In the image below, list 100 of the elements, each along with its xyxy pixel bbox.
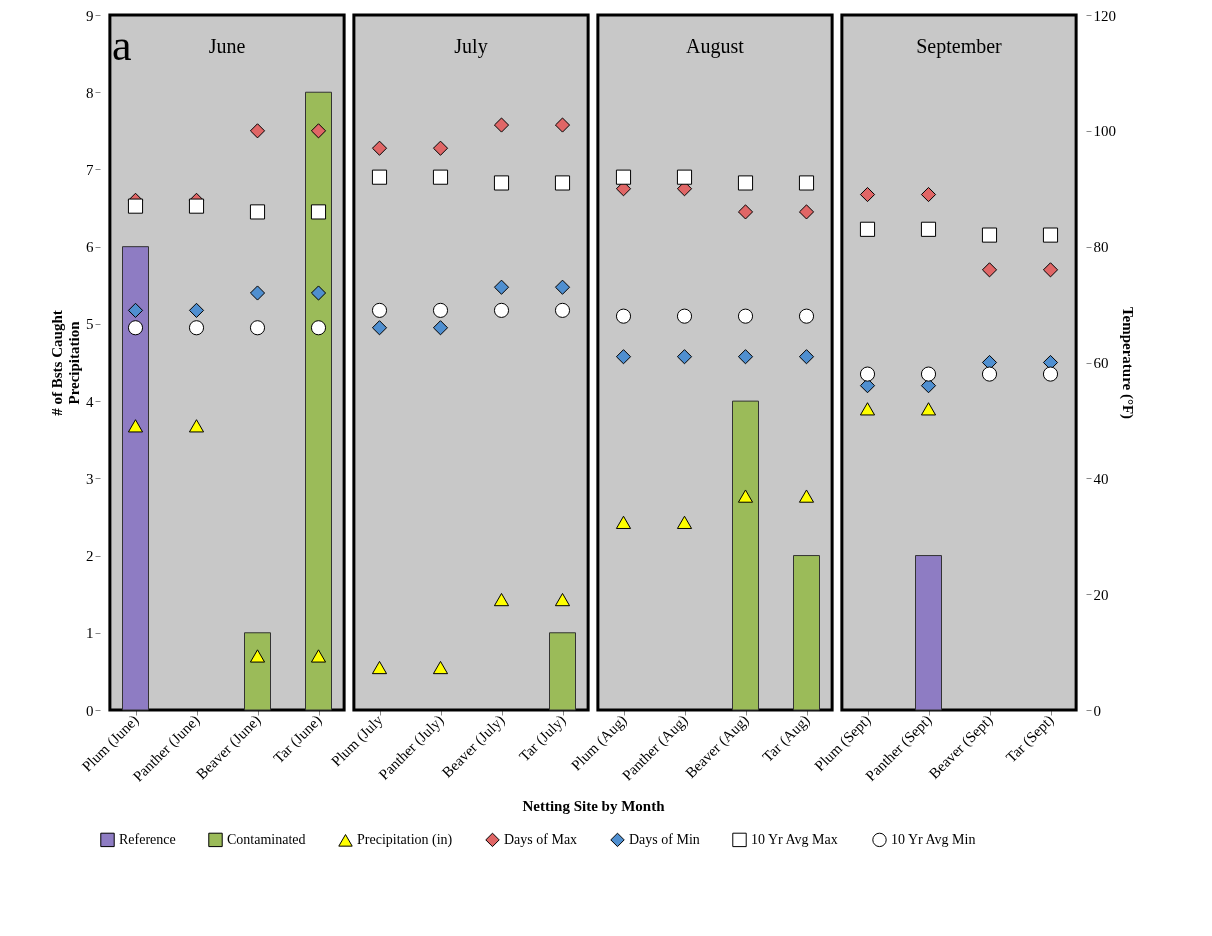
point — [859, 402, 876, 416]
point — [981, 366, 998, 382]
point — [676, 349, 693, 365]
point — [249, 123, 266, 139]
point — [371, 140, 388, 156]
point — [798, 308, 815, 324]
point — [554, 117, 571, 133]
point — [127, 320, 144, 336]
point — [127, 302, 144, 318]
legend-label: Reference — [119, 831, 176, 847]
band-label: July — [454, 35, 488, 58]
point — [188, 320, 205, 336]
y2-tick-label: 0 — [1093, 702, 1101, 719]
point — [371, 169, 388, 185]
point — [798, 175, 815, 191]
point — [676, 515, 693, 529]
bar — [244, 632, 271, 711]
point — [493, 592, 510, 607]
point — [432, 169, 449, 185]
x-axis-title: Netting Site by Month — [522, 797, 666, 814]
point — [127, 198, 144, 214]
point — [554, 302, 571, 318]
point — [737, 308, 754, 324]
y-tick-label: 3 — [86, 470, 94, 487]
point — [188, 419, 205, 433]
point — [615, 349, 632, 365]
point — [615, 169, 632, 185]
y-tick-label: 8 — [86, 84, 94, 101]
point — [249, 285, 266, 301]
point — [615, 515, 632, 529]
point — [432, 660, 449, 675]
point — [798, 349, 815, 365]
point — [737, 204, 754, 220]
point — [371, 302, 388, 318]
point — [310, 320, 327, 336]
point — [310, 123, 327, 139]
point — [249, 649, 266, 663]
point — [493, 175, 510, 191]
point — [615, 308, 632, 324]
point — [1042, 227, 1059, 243]
legend-label: 10 Yr Avg Max — [751, 831, 838, 847]
point — [310, 285, 327, 301]
point — [859, 186, 876, 203]
point — [371, 320, 388, 336]
legend-label: Days of Max — [504, 831, 578, 847]
legend-label: Precipitation (in) — [357, 832, 453, 849]
point — [554, 279, 571, 295]
point — [432, 320, 449, 336]
point — [493, 302, 510, 318]
point — [188, 302, 205, 318]
y-tick-label: 7 — [86, 161, 94, 178]
bar — [732, 400, 759, 711]
y-tick-label: 2 — [86, 548, 94, 565]
bar — [915, 555, 942, 711]
point — [676, 308, 693, 324]
legend-label: Contaminated — [227, 831, 306, 847]
legend-label: Days of Min — [629, 831, 700, 847]
y-tick-label: 1 — [86, 625, 94, 642]
y-tick-label: 6 — [86, 239, 94, 256]
point — [981, 262, 998, 278]
point — [920, 402, 937, 416]
point — [432, 140, 449, 156]
point — [493, 279, 510, 295]
point — [676, 169, 693, 185]
y-tick-label: 9 — [86, 7, 94, 24]
y-tick-label: 0 — [86, 702, 94, 719]
point — [493, 117, 510, 133]
y-axis-title: # of Bsts Caught Precipitation — [49, 310, 82, 416]
y2-axis-title: Temperature (°F) — [1119, 306, 1136, 420]
point — [554, 592, 571, 607]
bar — [793, 555, 820, 711]
point — [371, 660, 388, 675]
point — [920, 366, 937, 382]
band-label: August — [686, 35, 745, 58]
point — [188, 198, 205, 214]
point — [737, 349, 754, 365]
legend-label: 10 Yr Avg Min — [891, 831, 976, 847]
point — [798, 489, 815, 503]
bar — [305, 91, 332, 711]
point — [920, 186, 937, 203]
point — [859, 221, 876, 237]
point — [310, 204, 327, 220]
point — [432, 302, 449, 318]
y2-tick-label: 80 — [1093, 239, 1109, 256]
point — [920, 221, 937, 237]
point — [798, 204, 815, 220]
point — [737, 489, 754, 503]
point — [127, 419, 144, 433]
band-label: September — [916, 35, 1003, 58]
y-tick-label: 5 — [86, 316, 94, 333]
y2-tick-label: 60 — [1093, 355, 1109, 371]
y-tick-label: 4 — [86, 393, 94, 410]
band-label: June — [208, 35, 246, 57]
point — [1042, 262, 1059, 278]
point — [859, 366, 876, 382]
point — [249, 320, 266, 336]
bar — [549, 632, 576, 711]
y2-tick-label: 20 — [1093, 586, 1109, 603]
point — [1042, 366, 1059, 382]
annotation: a — [112, 21, 132, 70]
